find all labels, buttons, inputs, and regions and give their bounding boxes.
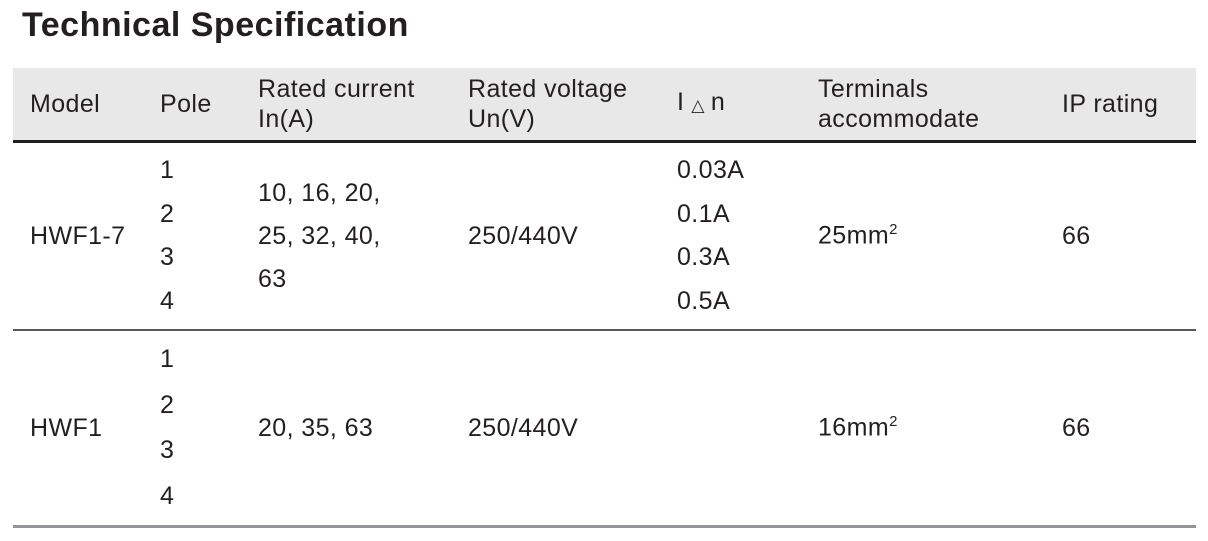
terminals-cell: 16mm2 [818,331,1062,525]
header-cell-rated-current: Rated current In(A) [258,68,468,140]
terminals-value: 16mm2 [818,413,898,442]
residual-current-value: 0.03A [677,156,745,185]
header-cell-residual-current: I △ n [677,68,818,140]
header-label: IP rating [1062,90,1159,118]
header-label-line1: Terminals [818,75,929,103]
page-title: Technical Specification [22,6,409,44]
header-cell-terminals: Terminals accommodate [818,68,1062,140]
residual-current-cell-empty [677,331,818,525]
i-delta-n-label: I △ n [677,88,726,116]
ip-rating-cell: 66 [1062,331,1196,525]
rated-voltage-value: 250/440V [468,221,579,250]
rated-current-line: 25, 32, 40, [258,221,381,250]
pole-value: 3 [160,436,175,465]
header-label-line2: accommodate [818,105,980,133]
ip-rating-cell: 66 [1062,143,1196,329]
triangle-symbol: △ [691,96,705,115]
rated-current-cell: 20, 35, 63 [258,331,468,525]
pole-cell: 1 2 3 4 [160,331,258,525]
terminals-cell: 25mm2 [818,143,1062,329]
rated-current-line: 63 [258,264,287,293]
header-label: Model [30,90,101,118]
rated-voltage-cell: 250/440V [468,331,677,525]
model-value: HWF1-7 [30,221,126,250]
residual-current-value: 0.3A [677,243,731,272]
ip-rating-value: 66 [1062,221,1091,250]
model-value: HWF1 [30,413,103,442]
superscript: 2 [889,413,898,431]
header-label-line2: In(A) [258,105,315,133]
superscript: 2 [889,221,898,239]
header-cell-model: Model [13,68,160,140]
pole-value: 2 [160,390,175,419]
ip-rating-value: 66 [1062,413,1091,442]
pole-cell: 1 2 3 4 [160,143,258,329]
header-cell-pole: Pole [160,68,258,140]
header-label-line2: Un(V) [468,105,536,133]
table-row-hwf1-7: HWF1-7 1 2 3 4 10, 16, 20, 25, 32, 40, 6… [13,143,1196,331]
header-cell-ip-rating: IP rating [1062,68,1196,140]
pole-value: 4 [160,286,175,315]
rated-current-cell: 10, 16, 20, 25, 32, 40, 63 [258,143,468,329]
pole-value: 3 [160,243,175,272]
model-cell: HWF1-7 [13,143,160,329]
header-label-line1: Rated voltage [468,75,628,103]
pole-value: 2 [160,199,175,228]
rated-current-line: 10, 16, 20, [258,178,381,207]
pole-value: 1 [160,345,175,374]
residual-current-value: 0.5A [677,286,731,315]
pole-value: 1 [160,156,175,185]
residual-current-cell: 0.03A 0.1A 0.3A 0.5A [677,143,818,329]
terminals-value: 25mm2 [818,221,898,250]
header-label-line1: Rated current [258,75,415,103]
table-row-hwf1: HWF1 1 2 3 4 20, 35, 63 250/440V 16mm2 6… [13,331,1196,528]
rated-voltage-value: 250/440V [468,413,579,442]
header-cell-rated-voltage: Rated voltage Un(V) [468,68,677,140]
pole-value: 4 [160,481,175,510]
model-cell: HWF1 [13,331,160,525]
table-header-row: Model Pole Rated current In(A) Rated vol… [13,68,1196,143]
rated-voltage-cell: 250/440V [468,143,677,329]
rated-current-line: 20, 35, 63 [258,413,374,442]
spec-table: Model Pole Rated current In(A) Rated vol… [13,68,1196,528]
header-label: Pole [160,90,212,118]
residual-current-value: 0.1A [677,199,731,228]
